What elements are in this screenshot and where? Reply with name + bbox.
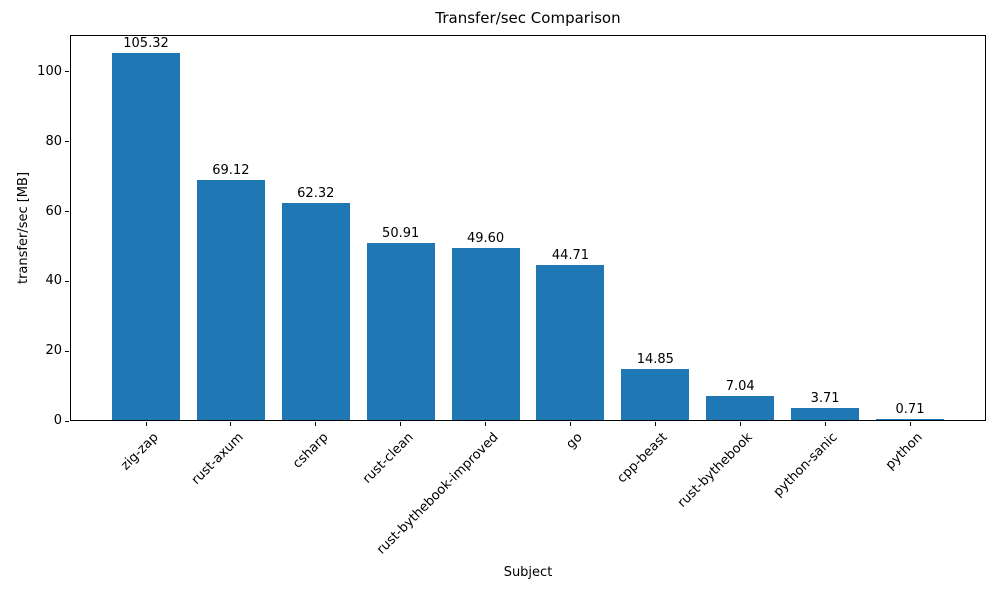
bar [281, 203, 350, 421]
y-tick-mark [65, 420, 69, 422]
bar-value-label: 49.60 [466, 230, 505, 246]
y-tick-mark [65, 211, 69, 213]
y-axis-label: transfer/sec [MB] [16, 171, 31, 285]
y-tick-label: 20 [45, 343, 62, 359]
bar [112, 53, 180, 421]
bar [196, 179, 265, 421]
bar [791, 408, 860, 421]
chart-title: Transfer/sec Comparison [435, 9, 621, 27]
x-tick-mark [400, 422, 402, 426]
x-tick-mark [230, 422, 232, 426]
x-axis-label: Subject [503, 565, 553, 580]
x-tick-mark [569, 422, 571, 426]
x-tick-mark [315, 422, 317, 426]
bar [536, 264, 605, 421]
y-tick-label: 40 [45, 273, 62, 289]
x-tick-mark [909, 422, 911, 426]
bar [451, 247, 520, 421]
y-tick-label: 80 [45, 133, 62, 149]
bar-value-label: 7.04 [725, 379, 755, 395]
bar [621, 369, 690, 421]
x-tick-mark [739, 422, 741, 426]
bar-value-label: 0.71 [895, 401, 925, 417]
bar-value-label: 69.12 [212, 162, 250, 178]
bar-value-label: 3.71 [810, 391, 840, 407]
bar [876, 418, 944, 421]
y-tick-mark [65, 141, 69, 143]
y-tick-label: 100 [37, 63, 62, 79]
bar-value-label: 44.71 [551, 247, 590, 263]
x-tick-mark [485, 422, 487, 426]
x-tick-mark [824, 422, 826, 426]
y-tick-label: 60 [45, 203, 62, 219]
y-tick-mark [65, 350, 69, 352]
y-tick-mark [65, 71, 69, 73]
y-tick-mark [65, 280, 69, 282]
y-tick-label: 0 [53, 413, 62, 428]
x-tick-mark [654, 422, 656, 426]
bar-value-label: 50.91 [382, 226, 420, 242]
bar-value-label: 105.32 [123, 36, 169, 52]
bar-value-label: 62.32 [297, 186, 335, 202]
x-tick-mark [145, 422, 147, 426]
bar [706, 396, 775, 421]
bar-value-label: 14.85 [636, 352, 674, 368]
bar [366, 243, 435, 421]
